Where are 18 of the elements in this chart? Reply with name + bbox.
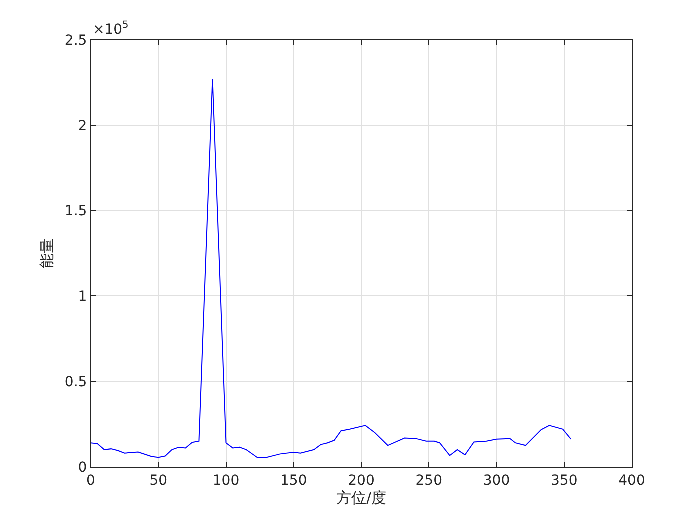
y-tick-label: 1.5 [64,204,88,220]
x-axis-title: 方位/度 [336,488,387,507]
y-tick-label: 0.5 [64,374,88,390]
y-tick-label: 0 [78,460,88,476]
line-series [91,78,572,458]
x-tick-label: 50 [150,472,168,489]
y-tick-label: 2 [78,118,88,134]
y-tick-label: 1 [78,289,88,306]
y-tick-label: 2.5 [64,32,88,49]
text: ×10$^{5}$ [93,20,129,38]
x-tick-label: 200 [348,472,375,489]
x-tick-label: 300 [483,472,510,489]
x-tick-label: 400 [618,472,646,489]
y-axis-title: 能量 [38,238,56,268]
x-tick-label: 350 [551,472,578,489]
x-tick-label: 150 [280,472,308,489]
x-tick-label: 100 [212,472,240,489]
x-tick-label: 250 [416,472,442,489]
